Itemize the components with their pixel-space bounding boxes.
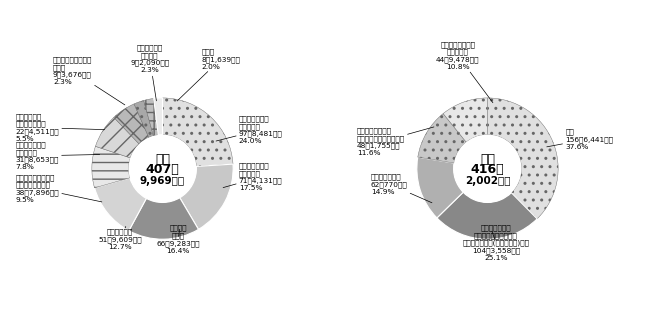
Wedge shape	[134, 100, 153, 138]
Wedge shape	[144, 99, 158, 136]
Text: 消防、救急や
防災対策などに
22億4,511万円
5.5%: 消防、救急や 防災対策などに 22億4,511万円 5.5%	[16, 113, 105, 142]
Wedge shape	[437, 192, 537, 239]
Text: 9,969万円: 9,969万円	[140, 176, 185, 186]
Wedge shape	[96, 117, 139, 158]
Wedge shape	[162, 98, 233, 166]
Text: 農林水産業の振興の
ために
9億3,676万円
2.3%: 農林水産業の振興の ために 9億3,676万円 2.3%	[53, 57, 125, 105]
Wedge shape	[488, 98, 558, 219]
Wedge shape	[129, 198, 198, 239]
Wedge shape	[443, 98, 488, 142]
Text: 保健医療やごみ
処理などに
31億8,653万円
7.8%: 保健医療やごみ 処理などに 31億8,653万円 7.8%	[16, 141, 99, 170]
Wedge shape	[417, 157, 463, 218]
Text: 教育の充実に
51億9,609万円
12.7%: 教育の充実に 51億9,609万円 12.7%	[98, 226, 142, 250]
Wedge shape	[114, 104, 149, 144]
Circle shape	[129, 135, 196, 203]
Text: 歳出: 歳出	[155, 153, 170, 166]
Text: 基金の取り崩しや
手数料など
44億9,478万円
10.8%: 基金の取り崩しや 手数料など 44億9,478万円 10.8%	[436, 41, 493, 103]
Text: 2,002万円: 2,002万円	[465, 176, 510, 186]
Text: 道路や市街地の
整備などに
71億4,131万円
17.5%: 道路や市街地の 整備などに 71億4,131万円 17.5%	[223, 162, 283, 192]
Text: 商工業の振興
のために
9億2,090万円
2.3%: 商工業の振興 のために 9億2,090万円 2.3%	[130, 45, 170, 101]
Text: 歳入: 歳入	[480, 153, 495, 166]
Wedge shape	[94, 178, 146, 231]
Wedge shape	[153, 98, 162, 135]
Text: 特定事業のための
国や県からの補助金など
48億1,755万円
11.6%: 特定事業のための 国や県からの補助金など 48億1,755万円 11.6%	[357, 127, 434, 156]
Text: 市税
156億6,441万円
37.6%: 市税 156億6,441万円 37.6%	[547, 128, 613, 150]
Text: その他
8億1,639万円
2.0%: その他 8億1,639万円 2.0%	[177, 48, 240, 101]
Wedge shape	[418, 114, 466, 163]
Circle shape	[454, 135, 521, 203]
Wedge shape	[92, 146, 130, 188]
Text: 借入金の
返済に
66億9,283万円
16.4%: 借入金の 返済に 66億9,283万円 16.4%	[156, 225, 200, 254]
Text: コミュニティや広域
行政の推進などに
38億7,896万円
9.5%: コミュニティや広域 行政の推進などに 38億7,896万円 9.5%	[16, 174, 102, 203]
Text: 416億: 416億	[471, 163, 504, 176]
Text: 福祉サービスの
提供などに
97億8,481万円
24.0%: 福祉サービスの 提供などに 97億8,481万円 24.0%	[216, 115, 283, 144]
Wedge shape	[180, 164, 233, 229]
Text: 407億: 407億	[146, 163, 179, 176]
Text: 自治体間の税収
不均衡などを調整する
国からの交付金(地方支付税)など
104億3,558万円
25.1%: 自治体間の税収 不均衡などを調整する 国からの交付金(地方支付税)など 104億…	[463, 224, 530, 261]
Text: 借入金（市債）
62億770万円
14.9%: 借入金（市債） 62億770万円 14.9%	[371, 173, 432, 203]
